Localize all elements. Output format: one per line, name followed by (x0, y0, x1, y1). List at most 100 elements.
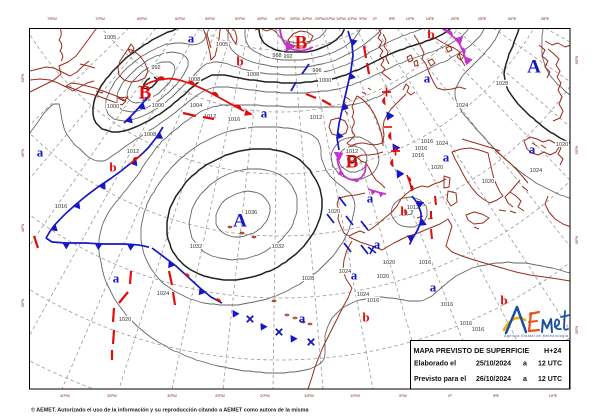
svg-text:b: b (236, 54, 243, 69)
svg-text:1008: 1008 (247, 72, 259, 78)
svg-text:1016: 1016 (419, 260, 431, 266)
svg-text:45ºN: 45ºN (574, 235, 579, 244)
svg-text:1032: 1032 (272, 244, 284, 250)
svg-text:55ºN: 55ºN (574, 145, 579, 154)
svg-text:1024: 1024 (157, 291, 169, 297)
svg-text:1032: 1032 (190, 244, 202, 250)
svg-text:1012: 1012 (310, 115, 322, 121)
svg-text:1024: 1024 (357, 292, 369, 298)
svg-text:15ºW: 15ºW (304, 393, 314, 398)
svg-text:1028: 1028 (496, 81, 508, 87)
svg-text:15ºW: 15ºW (336, 16, 346, 21)
svg-text:35ºN: 35ºN (20, 298, 25, 307)
svg-text:a: a (113, 271, 120, 286)
svg-text:5ºE: 5ºE (493, 393, 500, 398)
svg-text:60ºN: 60ºN (574, 55, 579, 64)
svg-text:a: a (443, 150, 450, 165)
svg-text:B: B (295, 33, 308, 54)
svg-text:1012: 1012 (407, 205, 419, 211)
svg-text:Elaborado el: Elaborado el (414, 361, 456, 368)
svg-text:45ºW: 45ºW (257, 16, 267, 21)
svg-text:b: b (427, 27, 434, 42)
svg-text:MAPA PREVISTO DE SUPERFICIE: MAPA PREVISTO DE SUPERFICIE (414, 346, 530, 355)
svg-text:B: B (139, 83, 152, 104)
svg-text:a: a (188, 31, 195, 46)
svg-text:b: b (362, 310, 369, 325)
svg-text:35ºW: 35ºW (290, 16, 300, 21)
svg-text:1016: 1016 (228, 117, 240, 123)
svg-text:A: A (527, 57, 541, 78)
svg-text:a: a (523, 376, 527, 383)
svg-text:40ºN: 40ºN (20, 223, 25, 232)
svg-text:20ºW: 20ºW (325, 16, 335, 21)
svg-text:1012: 1012 (127, 149, 139, 155)
svg-text:1024: 1024 (436, 141, 448, 147)
svg-text:1016: 1016 (472, 327, 484, 333)
svg-text:1016: 1016 (367, 298, 379, 304)
svg-text:Previsto para el: Previsto para el (414, 376, 466, 383)
svg-text:40ºW: 40ºW (275, 16, 285, 21)
svg-text:5ºW: 5ºW (399, 393, 407, 398)
svg-text:75ºW: 75ºW (47, 16, 57, 21)
svg-text:25ºW: 25ºW (315, 16, 325, 21)
svg-text:B: B (346, 152, 359, 173)
svg-text:1036: 1036 (245, 210, 257, 216)
svg-text:a: a (351, 268, 358, 283)
svg-text:a: a (430, 280, 437, 295)
svg-text:65ºW: 65ºW (137, 16, 147, 21)
svg-text:H+24: H+24 (544, 346, 561, 355)
svg-text:992: 992 (151, 65, 160, 71)
svg-text:988: 988 (272, 53, 281, 59)
svg-text:1024: 1024 (339, 269, 351, 275)
svg-text:1000: 1000 (152, 103, 164, 109)
svg-text:A: A (233, 211, 247, 232)
svg-text:1016: 1016 (55, 204, 67, 210)
svg-text:20ºE: 20ºE (451, 16, 460, 21)
svg-text:992: 992 (283, 54, 292, 60)
svg-text:a: a (367, 191, 374, 206)
svg-text:Agencia Estatal de Meteorologí: Agencia Estatal de Meteorología (504, 334, 568, 338)
svg-text:1020: 1020 (328, 209, 340, 215)
svg-text:b: b (109, 160, 116, 175)
svg-text:1008: 1008 (188, 77, 200, 83)
svg-text:a: a (261, 106, 268, 121)
svg-text:12 UTC: 12 UTC (538, 361, 562, 368)
svg-text:45ºN: 45ºN (20, 148, 25, 157)
svg-text:20ºW: 20ºW (260, 393, 270, 398)
svg-text:1020: 1020 (482, 179, 494, 185)
svg-text:1000: 1000 (107, 104, 119, 110)
svg-text:1020: 1020 (556, 142, 568, 148)
svg-text:10ºE: 10ºE (406, 16, 415, 21)
svg-text:25ºE: 25ºE (478, 16, 487, 21)
svg-text:1000: 1000 (319, 78, 331, 84)
svg-text:0º: 0º (448, 393, 452, 398)
svg-text:40ºW: 40ºW (60, 393, 70, 398)
svg-text:12 UTC: 12 UTC (538, 376, 562, 383)
svg-text:1008: 1008 (144, 132, 156, 138)
svg-text:26/10/2024: 26/10/2024 (476, 376, 511, 383)
svg-text:1016: 1016 (460, 321, 472, 327)
svg-text:1028: 1028 (302, 276, 314, 282)
svg-text:a: a (523, 361, 527, 368)
svg-text:1016: 1016 (412, 153, 424, 159)
svg-text:5ºE: 5ºE (389, 16, 396, 21)
svg-text:50ºN: 50ºN (20, 73, 25, 82)
svg-text:© AEMET. Autorizado el uso de: © AEMET. Autorizado el uso de la informa… (31, 407, 309, 414)
svg-text:b: b (500, 293, 507, 308)
svg-text:1020: 1020 (377, 274, 389, 280)
svg-text:a: a (424, 71, 431, 86)
svg-text:30ºW: 30ºW (302, 16, 312, 21)
svg-text:35ºE: 35ºE (541, 16, 550, 21)
svg-text:5ºW: 5ºW (359, 16, 367, 21)
svg-text:10ºW: 10ºW (350, 393, 360, 398)
svg-text:35ºW: 35ºW (107, 393, 117, 398)
svg-text:1005: 1005 (216, 42, 228, 48)
svg-text:10ºW: 10ºW (347, 16, 357, 21)
svg-text:1024: 1024 (530, 168, 542, 174)
svg-text:55ºW: 55ºW (205, 16, 215, 21)
svg-text:b: b (400, 204, 407, 219)
svg-text:1020: 1020 (431, 165, 443, 171)
svg-text:0º: 0º (373, 16, 377, 21)
svg-text:35ºN: 35ºN (574, 325, 579, 334)
svg-text:1020: 1020 (119, 317, 131, 323)
